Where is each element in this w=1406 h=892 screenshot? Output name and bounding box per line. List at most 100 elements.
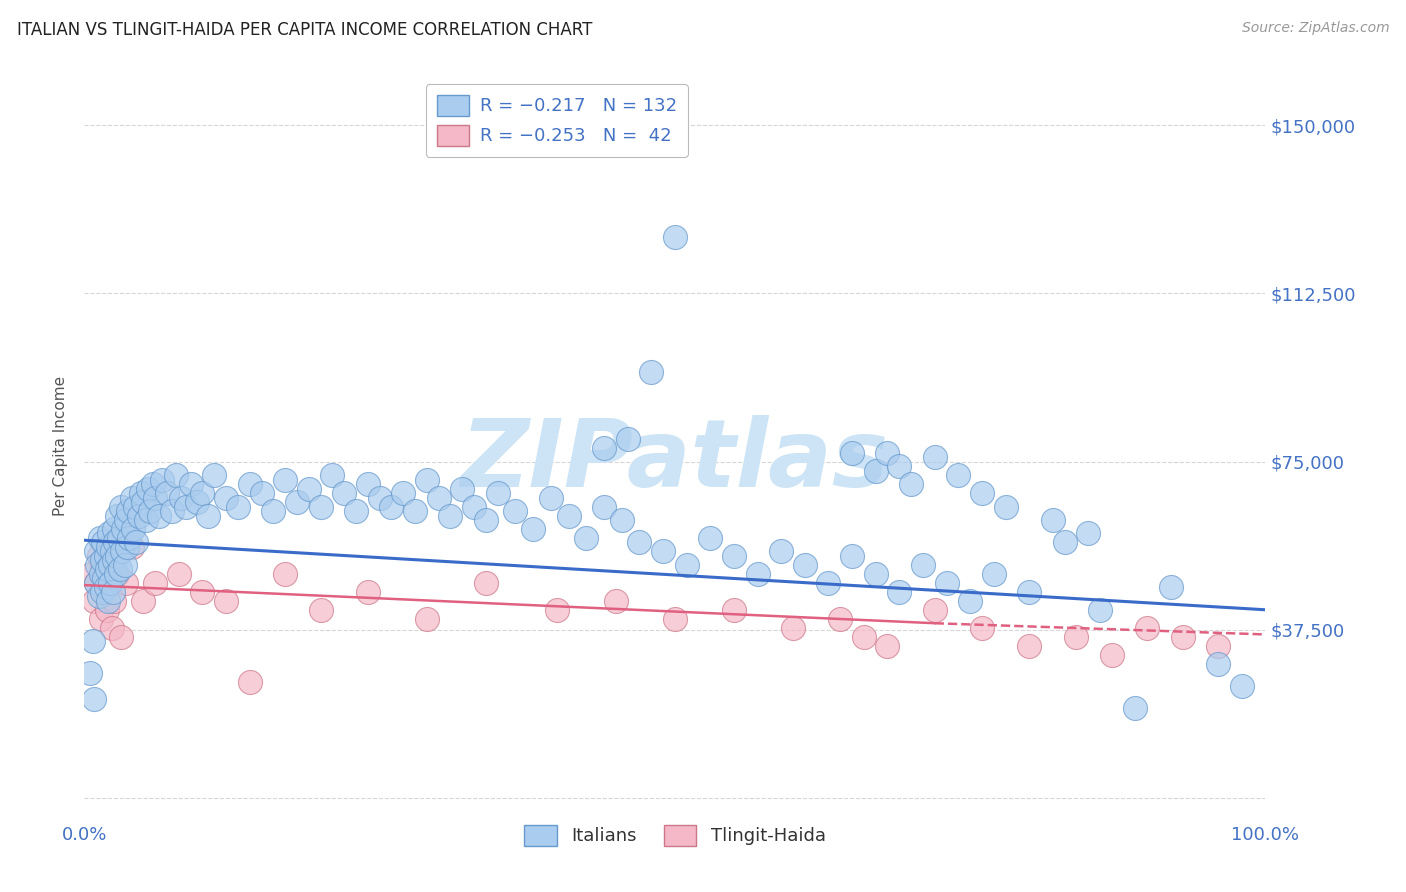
Point: [664, 230, 686, 244]
Point: [89, 531, 111, 545]
Point: [107, 508, 129, 523]
Legend: Italians, Tlingit-Haida: Italians, Tlingit-Haida: [517, 818, 832, 853]
Point: [262, 504, 284, 518]
Point: [97, 594, 120, 608]
Point: [1125, 701, 1147, 715]
Point: [93, 571, 115, 585]
Point: [675, 558, 697, 572]
Point: [652, 544, 675, 558]
Point: [793, 558, 815, 572]
Point: [628, 535, 651, 549]
Point: [136, 482, 159, 496]
Text: ZIPatlas: ZIPatlas: [461, 415, 889, 507]
Point: [451, 482, 474, 496]
Point: [970, 621, 993, 635]
Point: [368, 491, 391, 505]
Point: [91, 535, 114, 549]
Point: [924, 603, 946, 617]
Point: [180, 477, 202, 491]
Point: [616, 432, 638, 446]
Point: [1053, 535, 1076, 549]
Point: [889, 584, 911, 599]
Point: [593, 500, 616, 514]
Point: [96, 562, 118, 576]
Y-axis label: Per Capita Income: Per Capita Income: [53, 376, 69, 516]
Point: [1206, 657, 1229, 671]
Point: [114, 575, 136, 590]
Point: [747, 566, 769, 581]
Point: [723, 549, 745, 563]
Point: [124, 500, 146, 514]
Point: [983, 566, 1005, 581]
Point: [475, 513, 498, 527]
Point: [115, 540, 138, 554]
Point: [664, 612, 686, 626]
Point: [640, 365, 662, 379]
Point: [84, 544, 107, 558]
Point: [427, 491, 450, 505]
Point: [593, 442, 616, 456]
Point: [107, 531, 129, 545]
Point: [274, 566, 297, 581]
Point: [125, 535, 148, 549]
Point: [610, 513, 633, 527]
Point: [865, 464, 887, 478]
Point: [239, 674, 262, 689]
Point: [575, 531, 598, 545]
Point: [250, 486, 273, 500]
Point: [114, 513, 136, 527]
Point: [98, 558, 121, 572]
Point: [1066, 630, 1088, 644]
Point: [274, 473, 297, 487]
Point: [876, 446, 898, 460]
Point: [83, 692, 105, 706]
Point: [101, 584, 124, 599]
Point: [416, 612, 439, 626]
Point: [87, 549, 110, 563]
Point: [876, 639, 898, 653]
Point: [522, 522, 544, 536]
Point: [105, 566, 128, 581]
Point: [723, 603, 745, 617]
Point: [135, 513, 157, 527]
Point: [121, 522, 143, 536]
Point: [935, 575, 957, 590]
Point: [852, 630, 875, 644]
Point: [118, 531, 141, 545]
Point: [309, 603, 332, 617]
Point: [107, 566, 129, 581]
Point: [132, 495, 155, 509]
Point: [900, 477, 922, 491]
Point: [191, 486, 214, 500]
Point: [333, 486, 356, 500]
Point: [83, 594, 105, 608]
Point: [994, 500, 1017, 514]
Point: [1160, 580, 1182, 594]
Point: [167, 566, 190, 581]
Point: [889, 459, 911, 474]
Point: [128, 508, 150, 523]
Point: [148, 508, 170, 523]
Point: [104, 535, 127, 549]
Point: [404, 504, 426, 518]
Point: [1230, 679, 1253, 693]
Point: [948, 468, 970, 483]
Point: [540, 491, 562, 505]
Point: [129, 486, 152, 500]
Point: [174, 500, 197, 514]
Point: [98, 526, 121, 541]
Point: [82, 634, 104, 648]
Point: [380, 500, 402, 514]
Point: [143, 575, 166, 590]
Point: [463, 500, 485, 514]
Point: [1088, 603, 1111, 617]
Point: [121, 491, 143, 505]
Point: [1101, 648, 1123, 662]
Point: [160, 504, 183, 518]
Point: [1042, 513, 1064, 527]
Point: [94, 580, 117, 594]
Point: [841, 446, 863, 460]
Point: [150, 473, 173, 487]
Point: [830, 612, 852, 626]
Point: [770, 544, 793, 558]
